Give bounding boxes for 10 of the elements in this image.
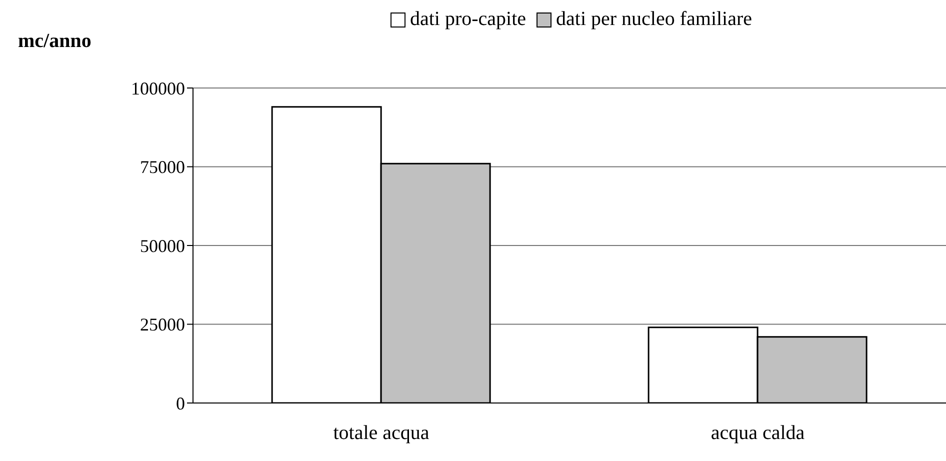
y-tick-label: 0: [176, 393, 185, 414]
y-tick-label: 50000: [140, 236, 185, 256]
legend-label: dati pro-capite: [410, 8, 526, 31]
y-axis-title: mc/anno: [18, 30, 92, 53]
x-tick-label: totale acqua: [333, 422, 430, 444]
y-tick-label: 75000: [140, 157, 185, 178]
y-tick-label: 100000: [131, 78, 185, 98]
y-tick-label: 25000: [140, 314, 185, 335]
legend-label: dati per nucleo familiare: [556, 8, 752, 31]
x-tick-label: acqua calda: [710, 422, 805, 444]
